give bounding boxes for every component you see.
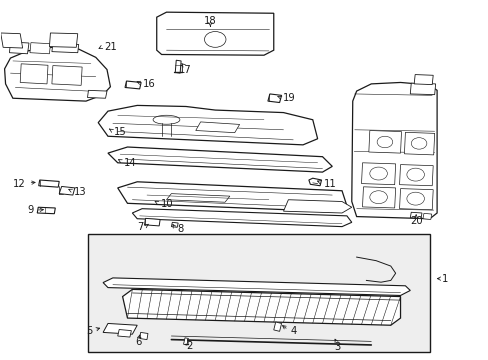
Polygon shape [166,194,229,202]
Text: 2: 2 [186,341,192,351]
Polygon shape [175,60,181,73]
Polygon shape [37,207,55,214]
Polygon shape [273,322,281,331]
Text: 14: 14 [123,158,136,168]
Polygon shape [87,90,107,98]
Text: 12: 12 [13,179,26,189]
Text: 3: 3 [333,342,340,352]
Polygon shape [267,94,281,103]
Polygon shape [98,105,317,145]
Polygon shape [88,234,429,352]
Polygon shape [283,200,351,213]
Polygon shape [39,180,59,187]
Polygon shape [132,209,351,226]
Polygon shape [0,33,22,48]
Polygon shape [409,212,421,219]
Text: 18: 18 [203,17,216,27]
Text: 21: 21 [104,42,117,52]
Polygon shape [404,132,434,155]
Polygon shape [9,42,29,54]
Text: 10: 10 [160,199,173,210]
Polygon shape [103,323,137,334]
Polygon shape [362,187,395,208]
Polygon shape [351,82,436,219]
Polygon shape [30,42,50,54]
Polygon shape [195,122,239,133]
Polygon shape [157,12,273,55]
Polygon shape [49,33,78,47]
Polygon shape [52,66,82,85]
Polygon shape [108,147,331,172]
Polygon shape [409,83,435,95]
Polygon shape [171,222,178,227]
Polygon shape [125,81,141,89]
Polygon shape [52,43,79,53]
Text: 17: 17 [178,64,191,75]
Text: 20: 20 [409,216,422,226]
Polygon shape [59,186,75,195]
Text: 7: 7 [137,222,143,232]
Text: 9: 9 [27,206,33,216]
Text: 5: 5 [86,325,92,336]
Text: 15: 15 [114,127,126,136]
Polygon shape [399,165,432,186]
Polygon shape [308,178,321,186]
Polygon shape [361,163,395,185]
Text: 6: 6 [135,337,142,347]
Polygon shape [20,64,48,84]
Text: 13: 13 [74,187,86,197]
Polygon shape [103,278,409,296]
Polygon shape [399,189,432,210]
Text: 4: 4 [290,326,297,336]
Polygon shape [4,47,110,101]
Text: 11: 11 [323,179,336,189]
Polygon shape [422,213,431,220]
Polygon shape [118,182,346,212]
Polygon shape [183,338,188,345]
Polygon shape [118,329,131,337]
Polygon shape [122,289,400,325]
Polygon shape [413,75,432,85]
Text: 19: 19 [282,93,295,103]
Text: 8: 8 [177,225,183,234]
Text: 16: 16 [143,79,156,89]
Polygon shape [368,131,401,153]
Polygon shape [144,219,160,226]
Polygon shape [140,332,148,339]
Text: 1: 1 [441,274,447,284]
